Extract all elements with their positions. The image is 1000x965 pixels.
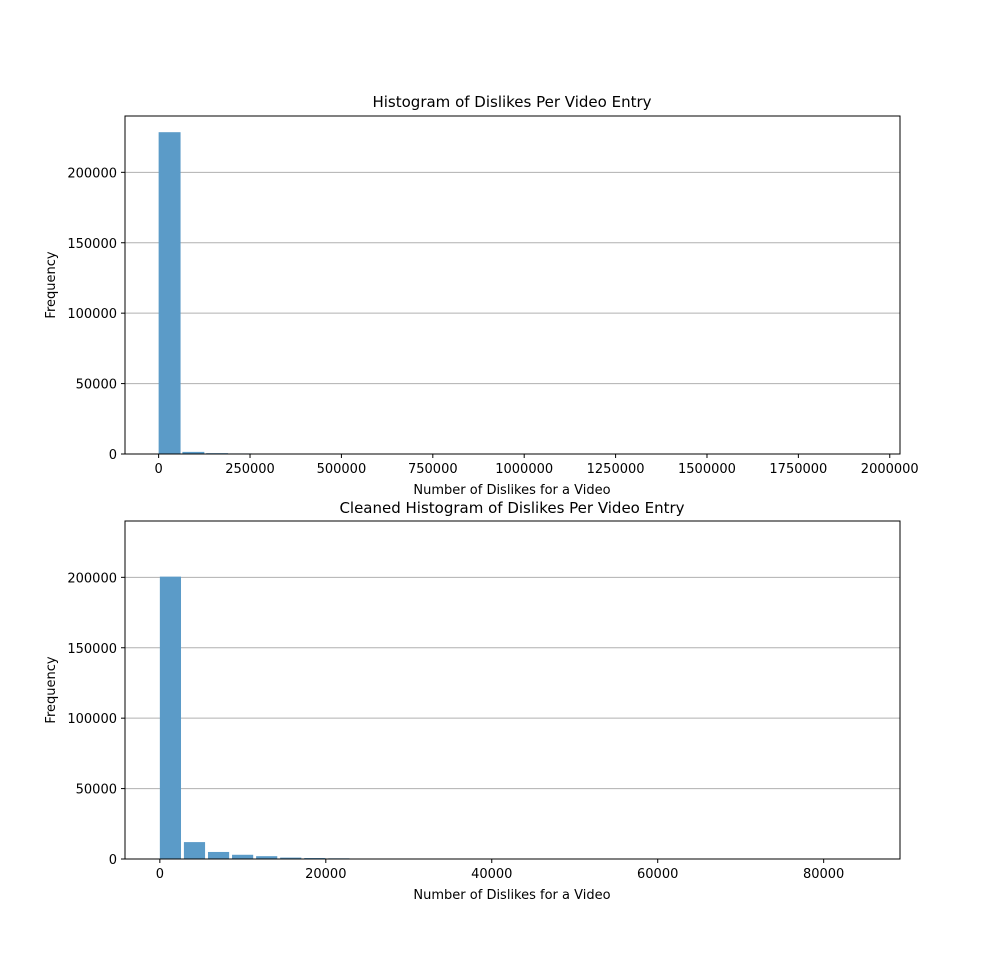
plot-frame [124, 115, 901, 455]
y-ticks: 0 50000 100000 150000 200000 [67, 166, 125, 463]
chart-title: Histogram of Dislikes Per Video Entry [372, 93, 651, 111]
y-tick-label: 50000 [76, 783, 117, 798]
y-tick-label: 0 [109, 448, 117, 463]
y-tick-label: 50000 [76, 378, 117, 393]
histogram-bar [207, 851, 230, 859]
x-tick-label: 40000 [471, 867, 512, 882]
x-axis-label: Number of Dislikes for a Video [413, 483, 610, 498]
x-tick-label: 2000000 [861, 462, 919, 477]
histogram-bar [183, 842, 206, 859]
chart-dislikes-cleaned: Cleaned Histogram of Dislikes Per Video … [44, 499, 901, 903]
histogram-bar [182, 451, 205, 454]
y-axis-label: Frequency [44, 656, 59, 723]
histogram-bar [158, 132, 181, 454]
x-tick-label: 1750000 [769, 462, 827, 477]
x-tick-label: 0 [154, 462, 162, 477]
y-tick-label: 200000 [67, 166, 117, 181]
histogram-bar [280, 857, 302, 859]
chart-title: Cleaned Histogram of Dislikes Per Video … [339, 499, 684, 517]
x-tick-label: 20000 [305, 867, 346, 882]
plot-frame [124, 520, 901, 860]
bars [158, 132, 300, 455]
x-tick-label: 0 [156, 867, 164, 882]
y-tick-label: 100000 [67, 712, 117, 727]
y-tick-label: 0 [109, 853, 117, 868]
x-tick-label: 1250000 [587, 462, 645, 477]
histogram-bar [256, 856, 278, 859]
histogram-bar [232, 854, 254, 859]
x-ticks: 0 250000 500000 750000 1000000 1250000 1500000… [154, 454, 919, 477]
x-tick-label: 1000000 [495, 462, 553, 477]
x-tick-label: 60000 [637, 867, 678, 882]
grid-lines [125, 576, 900, 790]
y-ticks: 0 50000 100000 150000 200000 [67, 571, 125, 868]
x-ticks: 0 20000 40000 60000 80000 [156, 859, 844, 882]
x-axis-label: Number of Dislikes for a Video [413, 888, 610, 903]
x-tick-label: 500000 [317, 462, 367, 477]
x-tick-label: 80000 [803, 867, 844, 882]
y-tick-label: 150000 [67, 237, 117, 252]
x-tick-label: 1500000 [678, 462, 736, 477]
chart-dislikes-raw: Histogram of Dislikes Per Video Entry 0 2… [44, 93, 919, 498]
y-tick-label: 100000 [67, 307, 117, 322]
y-axis-label: Frequency [44, 251, 59, 318]
y-tick-label: 200000 [67, 571, 117, 586]
grid-lines [125, 171, 900, 385]
histogram-bar [159, 576, 182, 859]
x-tick-label: 750000 [408, 462, 458, 477]
y-tick-label: 150000 [67, 642, 117, 657]
x-tick-label: 250000 [225, 462, 275, 477]
